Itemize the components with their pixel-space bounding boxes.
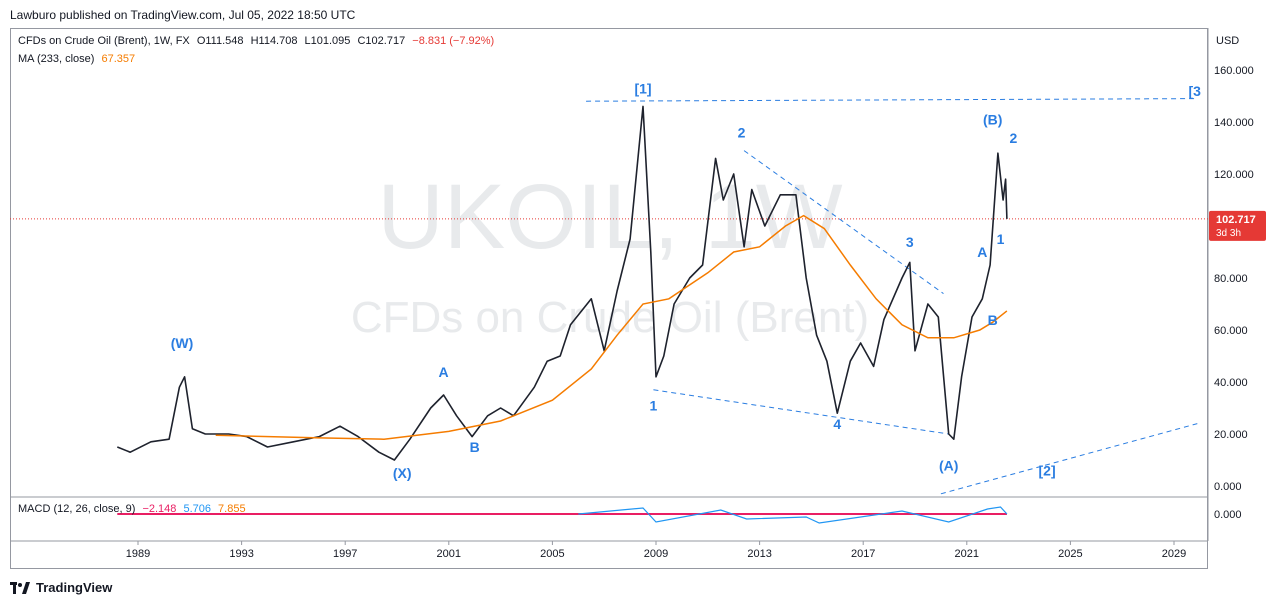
wave-label: (A) <box>939 457 958 473</box>
symbol-name: CFDs on Crude Oil (Brent), 1W, FX <box>18 35 190 47</box>
macd-label: MACD (12, 26, close, 9) <box>18 503 136 515</box>
macd-line-value: 5.706 <box>183 503 211 515</box>
wave-label: (X) <box>393 465 412 481</box>
close-value: C102.717 <box>357 35 406 47</box>
x-tick-label: 2001 <box>437 548 461 560</box>
y-tick-label: 120.000 <box>1214 169 1254 181</box>
wave-label: 1 <box>997 231 1005 247</box>
x-tick-label: 2025 <box>1058 548 1082 560</box>
trendline <box>653 389 949 435</box>
publisher-line: Lawburo published on TradingView.com, Ju… <box>10 8 356 22</box>
y-tick-label: 20.000 <box>1214 429 1248 441</box>
x-tick-label: 2021 <box>955 548 979 560</box>
price-axis: USD160.000140.000120.000100.00080.00060.… <box>1209 35 1266 521</box>
wave-label: A <box>977 244 987 260</box>
macd-tick-label: 0.000 <box>1214 509 1242 521</box>
ma-legend: MA (233, close) 67.357 <box>18 53 135 65</box>
symbol-legend: CFDs on Crude Oil (Brent), 1W, FX O111.5… <box>18 35 494 47</box>
watermark: UKOIL, 1W CFDs on Crude Oil (Brent) <box>351 166 869 342</box>
ma-label: MA (233, close) <box>18 53 95 65</box>
x-tick-label: 2013 <box>747 548 771 560</box>
wave-label: B <box>470 439 480 455</box>
y-tick-label: 160.000 <box>1214 65 1254 77</box>
footer-brand-label: TradingView <box>36 580 113 595</box>
watermark-name: CFDs on Crude Oil (Brent) <box>351 293 869 342</box>
y-tick-label: 80.000 <box>1214 273 1248 285</box>
low-value: L101.095 <box>304 35 351 47</box>
wave-label: (W) <box>171 335 194 351</box>
macd-hist-value: −2.148 <box>142 503 177 515</box>
footer-brand[interactable]: TradingView <box>10 580 112 595</box>
price-badge <box>1209 210 1266 241</box>
tradingview-logo-icon <box>10 581 30 594</box>
macd-signal-value: 7.855 <box>218 503 246 515</box>
wave-label: 2 <box>738 125 746 141</box>
trendline <box>743 150 944 295</box>
y-tick-label: 40.000 <box>1214 377 1248 389</box>
wave-label: 1 <box>650 398 658 414</box>
grid <box>10 28 1209 542</box>
y-tick-label: 0.000 <box>1214 481 1242 493</box>
x-tick-label: 1997 <box>333 548 357 560</box>
macd-line <box>578 506 1008 524</box>
x-tick-label: 2009 <box>644 548 668 560</box>
ma-value: 67.357 <box>101 53 136 65</box>
y-tick-label: 140.000 <box>1214 117 1254 129</box>
wave-label: 3 <box>906 234 914 250</box>
ma-series-line <box>215 214 1008 440</box>
price-series-line <box>117 105 1008 461</box>
time-axis: 1989 1993 1997 2001 2005 2009 2013 2017 2021 2025… <box>126 541 1186 560</box>
wave-label: [1] <box>634 80 651 96</box>
macd-pane <box>117 506 1008 524</box>
price-badge-countdown: 3d 3h <box>1216 228 1241 239</box>
high-value: H114.708 <box>250 35 298 47</box>
wave-label: [3 <box>1188 83 1201 99</box>
price-badge-value: 102.717 <box>1216 214 1256 226</box>
wave-label: 2 <box>1010 130 1018 146</box>
wave-label: B <box>988 312 998 328</box>
y-tick-label: 60.000 <box>1214 325 1248 337</box>
change-value: −8.831 (−7.92%) <box>412 35 495 47</box>
open-value: O111.548 <box>196 35 244 47</box>
wave-label: A <box>439 364 449 380</box>
macd-legend: MACD (12, 26, close, 9) −2.148 5.706 7.8… <box>18 503 246 515</box>
x-tick-label: 1993 <box>229 548 253 560</box>
wave-labels: (W) (X) A B [1] 1 2 4 3 (A) A B 1 (B) 2 [2] [3 <box>171 80 1201 481</box>
series-layer <box>117 105 1008 461</box>
x-tick-label: 2029 <box>1162 548 1186 560</box>
wave-label: (B) <box>983 112 1002 128</box>
watermark-ticker: UKOIL, 1W <box>377 166 842 268</box>
x-tick-label: 1989 <box>126 548 150 560</box>
trendline <box>940 423 1198 495</box>
x-tick-label: 2017 <box>851 548 875 560</box>
trendlines <box>586 98 1198 495</box>
x-tick-label: 2005 <box>540 548 564 560</box>
trendline <box>586 98 1198 102</box>
wave-label: 4 <box>833 416 841 432</box>
currency-label: USD <box>1216 35 1239 47</box>
wave-label: [2] <box>1039 463 1056 479</box>
